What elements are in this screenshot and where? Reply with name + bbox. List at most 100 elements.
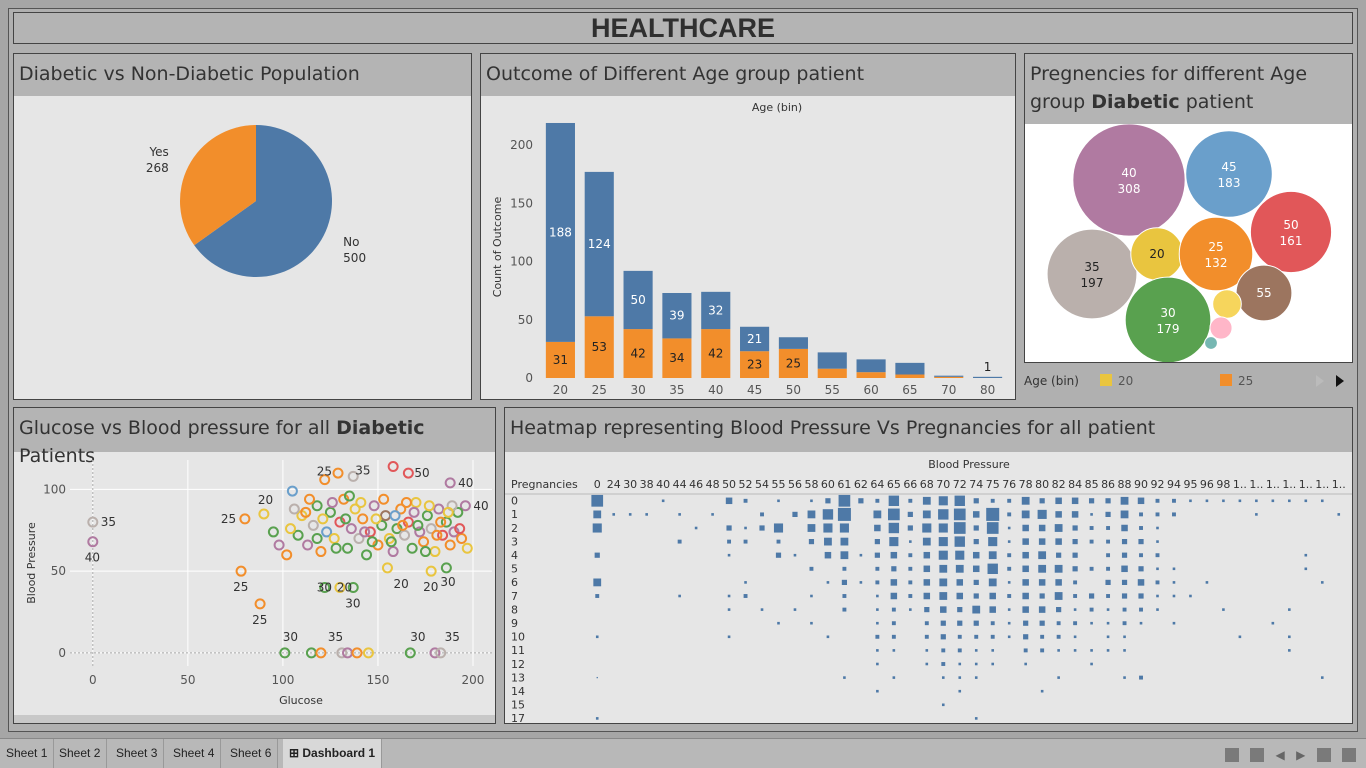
heatmap-cell bbox=[1023, 620, 1029, 626]
heatmap-x-tick-label: 1.. bbox=[1233, 478, 1247, 491]
scatter-point bbox=[437, 529, 449, 541]
bubble-label-age: 30 bbox=[1160, 306, 1175, 320]
heatmap-cell bbox=[1072, 539, 1078, 545]
heatmap-cell bbox=[925, 649, 929, 652]
heatmap-cell bbox=[1122, 607, 1127, 612]
dashboard-title: HEALTHCARE bbox=[13, 12, 1353, 44]
presentation-icon[interactable] bbox=[1342, 747, 1356, 762]
heatmap-cell bbox=[972, 605, 981, 614]
tab-sheet-2[interactable]: Sheet 2 bbox=[53, 739, 108, 768]
heatmap-cell bbox=[1055, 497, 1062, 505]
bubble-chart[interactable]: 40 308 45 183 50 161 35 197 20 25 132 55 30 179 bbox=[1025, 124, 1353, 363]
heatmap-x-tick-label: 61 bbox=[837, 478, 851, 491]
heatmap-cell bbox=[1138, 593, 1144, 599]
scatter-point-label: 30 bbox=[345, 597, 360, 611]
scatter-point bbox=[300, 506, 312, 518]
heatmap-cell bbox=[1138, 539, 1144, 545]
bar-segment bbox=[856, 372, 886, 378]
heatmap-cell bbox=[955, 550, 965, 560]
bubble-label-value: 183 bbox=[1218, 176, 1241, 190]
heatmap-cell bbox=[875, 566, 880, 571]
scatter-point bbox=[380, 510, 392, 522]
heatmap-cell bbox=[1073, 621, 1078, 626]
scatter-point bbox=[349, 503, 361, 515]
tab-sheet-6[interactable]: Sheet 6 bbox=[224, 739, 279, 768]
tab-label: Sheet 4 bbox=[173, 746, 215, 760]
scatter-point-label: 25 bbox=[317, 465, 332, 479]
heatmap-cell bbox=[1072, 566, 1078, 572]
scatter-point bbox=[319, 474, 331, 486]
tab-label: Sheet 1 bbox=[6, 746, 48, 760]
heatmap-cell bbox=[908, 566, 913, 571]
scatter-point-label: 30 bbox=[440, 575, 455, 589]
heatmap-cell bbox=[1121, 593, 1128, 599]
heatmap-cell bbox=[973, 620, 979, 626]
heatmap-cell bbox=[986, 507, 1000, 521]
heatmap-cell bbox=[1039, 593, 1045, 599]
heatmap-cell bbox=[1288, 649, 1291, 652]
heatmap-cell bbox=[661, 499, 665, 503]
sheet-view-icon[interactable] bbox=[1250, 747, 1265, 762]
next-sheet-icon[interactable]: ▶ bbox=[1296, 747, 1306, 762]
heatmap-cell bbox=[887, 508, 900, 521]
tab-sheet-1[interactable]: Sheet 1 bbox=[0, 739, 55, 768]
bar-data-label: 124 bbox=[588, 237, 611, 251]
heatmap-cell bbox=[892, 649, 896, 652]
heatmap-cell bbox=[955, 564, 964, 573]
scatter-point-label: 30 bbox=[317, 581, 332, 595]
heatmap-cell bbox=[1288, 635, 1291, 639]
prev-sheet-icon[interactable]: ◀ bbox=[1275, 747, 1285, 762]
heatmap-cell bbox=[1205, 581, 1209, 584]
scatter-y-tick-label: 100 bbox=[43, 482, 66, 496]
heatmap-x-tick-label: 48 bbox=[706, 478, 720, 491]
heatmap-cell bbox=[727, 594, 731, 598]
heatmap-cell bbox=[1022, 524, 1029, 532]
heatmap-cell bbox=[727, 608, 731, 611]
pie-label-value: 268 bbox=[146, 161, 169, 175]
heatmap-cell bbox=[957, 607, 963, 613]
heatmap-cell bbox=[1089, 607, 1094, 612]
heatmap-x-tick-label: 1.. bbox=[1332, 478, 1346, 491]
grid-view-icon[interactable] bbox=[1224, 747, 1239, 762]
heatmap-cell bbox=[1105, 511, 1111, 517]
scatter-point bbox=[235, 565, 247, 577]
heatmap-cell bbox=[925, 662, 929, 666]
heatmap-cell bbox=[1205, 499, 1209, 503]
heatmap-x-tick-label: 70 bbox=[936, 478, 950, 491]
heatmap-cell bbox=[1057, 676, 1060, 679]
heatmap-cell bbox=[922, 496, 931, 505]
tab-sheet-4[interactable]: Sheet 4 bbox=[167, 739, 222, 768]
scatter-scrollbar bbox=[14, 715, 495, 723]
tab-sheet-3[interactable]: Sheet 3 bbox=[110, 739, 165, 768]
bubble-label-age: 45 bbox=[1221, 160, 1236, 174]
heatmap-cell bbox=[1073, 608, 1077, 611]
pie-chart[interactable]: No 500 Yes 268 bbox=[14, 96, 472, 400]
scatter-point bbox=[304, 493, 316, 505]
heatmap-cell bbox=[1139, 553, 1143, 558]
heatmap-cell bbox=[1038, 524, 1046, 532]
heatmap-cell bbox=[1072, 552, 1078, 558]
heatmap-cell bbox=[908, 553, 913, 558]
heatmap-cell bbox=[973, 539, 979, 545]
heatmap-cell bbox=[1139, 675, 1143, 680]
heatmap-x-tick-label: 56 bbox=[788, 478, 802, 491]
heatmap-cell bbox=[1038, 551, 1047, 560]
heatmap-cell bbox=[1073, 580, 1078, 585]
heatmap-cell bbox=[1156, 594, 1159, 598]
bar-segment bbox=[662, 292, 692, 339]
heatmap-cell bbox=[1089, 566, 1094, 571]
fullscreen-icon[interactable] bbox=[1316, 747, 1331, 762]
bar-chart[interactable]: 0501001502003118820531242542503034393542… bbox=[481, 96, 1016, 400]
heatmap-cell bbox=[711, 513, 714, 516]
pie-slice-no bbox=[194, 125, 332, 277]
scatter-panel: Glucose vs Blood pressure for all Diabet… bbox=[13, 407, 496, 724]
scatter-title-part1: Glucose vs Blood pressure for all bbox=[19, 417, 337, 439]
legend-prev-icon bbox=[1316, 375, 1324, 387]
tab-dashboard-1[interactable]: ⊞ Dashboard 1 bbox=[283, 739, 383, 768]
heatmap-cell bbox=[1038, 538, 1046, 545]
scatter-point bbox=[389, 510, 401, 522]
heatmap-cell bbox=[1139, 621, 1143, 625]
heatmap-cell bbox=[924, 607, 930, 613]
